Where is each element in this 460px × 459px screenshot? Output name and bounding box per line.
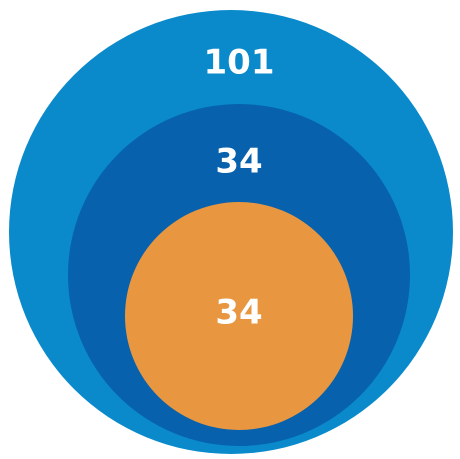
inner-circle bbox=[125, 202, 353, 430]
outer-label: 101 bbox=[204, 43, 275, 83]
middle-label: 34 bbox=[215, 142, 262, 182]
inner-label: 34 bbox=[215, 293, 262, 333]
